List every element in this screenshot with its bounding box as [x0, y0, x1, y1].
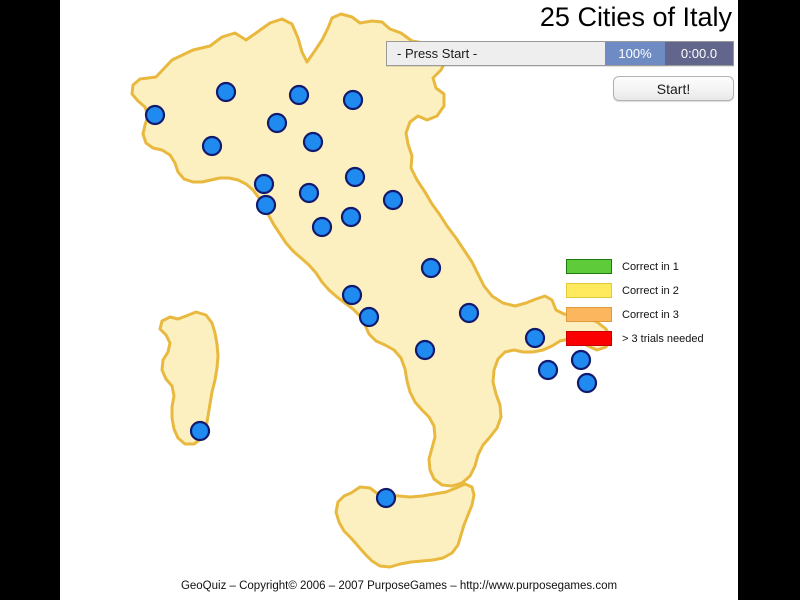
italy-map-svg [130, 12, 613, 569]
city-marker[interactable] [375, 487, 397, 509]
legend-row: Correct in 2 [566, 280, 736, 301]
legend: Correct in 1 Correct in 2 Correct in 3 > 3 … [566, 256, 736, 352]
status-bar: - Press Start - 100% 0:00.0 [386, 41, 734, 66]
legend-swatch [566, 331, 612, 346]
legend-swatch [566, 307, 612, 322]
city-marker[interactable] [255, 194, 277, 216]
legend-row: Correct in 1 [566, 256, 736, 277]
sicily-shape [334, 482, 476, 569]
page-title: 25 Cities of Italy [539, 2, 732, 32]
legend-row: Correct in 3 [566, 304, 736, 325]
city-marker[interactable] [414, 339, 436, 361]
legend-row: > 3 trials needed [566, 328, 736, 349]
status-message: - Press Start - [387, 42, 605, 65]
letterbox-bar-left [0, 0, 60, 600]
city-markers-group[interactable] [144, 81, 598, 509]
city-marker[interactable] [358, 306, 380, 328]
start-button[interactable]: Start! [613, 76, 734, 101]
city-marker[interactable] [537, 359, 559, 381]
city-marker[interactable] [201, 135, 223, 157]
city-marker[interactable] [342, 89, 364, 111]
italy-map[interactable] [60, 0, 738, 600]
legend-swatch [566, 259, 612, 274]
legend-label: Correct in 3 [622, 308, 679, 321]
city-marker[interactable] [189, 420, 211, 442]
city-marker[interactable] [298, 182, 320, 204]
city-marker[interactable] [144, 104, 166, 126]
city-marker[interactable] [253, 173, 275, 195]
city-marker[interactable] [341, 284, 363, 306]
city-marker[interactable] [266, 112, 288, 134]
city-marker[interactable] [458, 302, 480, 324]
sardinia-shape [158, 310, 220, 446]
city-marker[interactable] [420, 257, 442, 279]
footer-copyright: GeoQuiz – Copyright© 2006 – 2007 Purpose… [180, 580, 618, 592]
legend-label: > 3 trials needed [622, 332, 704, 345]
city-marker[interactable] [344, 166, 366, 188]
legend-label: Correct in 2 [622, 284, 679, 297]
city-marker[interactable] [311, 216, 333, 238]
city-marker[interactable] [302, 131, 324, 153]
legend-label: Correct in 1 [622, 260, 679, 273]
game-play-field: 25 Cities of Italy - Press Start - 100% … [60, 0, 738, 600]
city-marker[interactable] [576, 372, 598, 394]
status-percent: 100% [605, 42, 665, 65]
status-timer: 0:00.0 [665, 42, 733, 65]
city-marker[interactable] [524, 327, 546, 349]
city-marker[interactable] [382, 189, 404, 211]
city-marker[interactable] [570, 349, 592, 371]
city-marker[interactable] [340, 206, 362, 228]
legend-swatch [566, 283, 612, 298]
city-marker[interactable] [215, 81, 237, 103]
city-marker[interactable] [288, 84, 310, 106]
letterbox-bar-right [738, 0, 800, 600]
